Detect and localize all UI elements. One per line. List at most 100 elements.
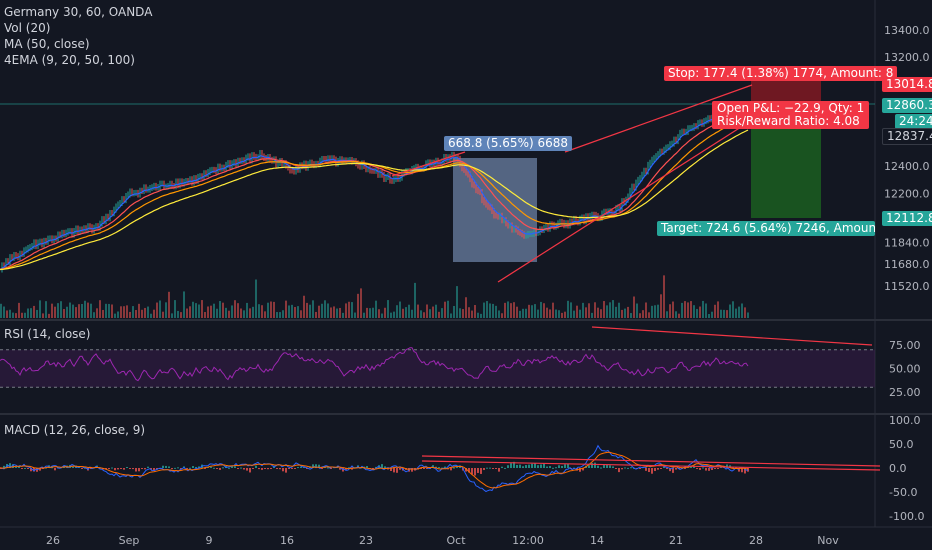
macd-histogram-bar [621, 468, 623, 470]
macd-histogram-bar [390, 468, 392, 471]
ema-indicator-label[interactable]: 4EMA (9, 20, 50, 100) [4, 53, 135, 67]
macd-histogram-bar [744, 468, 746, 474]
macd-histogram-bar [372, 468, 374, 469]
volume-bar [312, 300, 314, 318]
volume-bar [432, 306, 434, 318]
macd-tick-3: -50.0 [889, 486, 917, 499]
volume-bar [648, 312, 650, 318]
macd-histogram-bar [567, 463, 569, 468]
volume-bar [654, 305, 656, 318]
volume-bar [189, 306, 191, 318]
macd-histogram-bar [498, 468, 500, 472]
volume-bar [678, 313, 680, 318]
volume-bar [399, 301, 401, 318]
macd-histogram-bar [351, 468, 353, 470]
macd-histogram-bar [111, 467, 113, 469]
macd-histogram-bar [192, 466, 194, 468]
volume-bar [690, 301, 692, 318]
macd-histogram-bar [114, 468, 116, 471]
macd-histogram-bar [411, 468, 413, 472]
ma-indicator-label[interactable]: MA (50, close) [4, 37, 90, 51]
volume-bar [153, 309, 155, 318]
volume-bar [24, 312, 26, 318]
macd-histogram-bar [342, 468, 344, 472]
macd-histogram-bar [294, 468, 296, 469]
volume-bar [48, 313, 50, 318]
time-tick-7: 14 [590, 534, 604, 547]
macd-histogram-bar [258, 468, 260, 470]
volume-bar [93, 312, 95, 318]
macd-histogram-bar [639, 468, 641, 469]
macd-histogram-bar [120, 468, 122, 469]
volume-bar [132, 306, 134, 318]
macd-histogram-bar [234, 466, 236, 468]
macd-histogram-bar [717, 468, 719, 469]
pnl-box[interactable]: Open P&L: −22.9, Qty: 1 Risk/Reward Rati… [712, 101, 870, 129]
volume-bar [687, 302, 689, 318]
macd-histogram-bar [423, 468, 425, 469]
rsi-legend[interactable]: RSI (14, close) [4, 327, 91, 341]
macd-histogram-bar [660, 468, 662, 469]
volume-bar [33, 305, 35, 318]
volume-bar [366, 307, 368, 318]
symbol-title[interactable]: Germany 30, 60, OANDA [4, 5, 153, 19]
macd-histogram-bar [528, 464, 530, 468]
volume-bar [705, 303, 707, 318]
volume-bar [81, 304, 83, 318]
volume-bar [618, 302, 620, 318]
volume-bar [579, 309, 581, 318]
macd-histogram-bar [702, 467, 704, 469]
trendline-upper [564, 84, 753, 153]
volume-bar [117, 311, 119, 318]
macd-histogram-bar [123, 468, 125, 470]
macd-histogram-bar [657, 468, 659, 470]
volume-bar [480, 313, 482, 318]
volume-bar [18, 302, 20, 318]
measure-label[interactable]: 668.8 (5.65%) 6688 [444, 136, 573, 151]
macd-histogram-bar [627, 467, 629, 469]
macd-histogram-bar [210, 466, 212, 468]
volume-bar [414, 282, 416, 318]
volume-bar [708, 313, 710, 318]
macd-histogram-bar [492, 468, 494, 470]
volume-bar [273, 301, 275, 318]
volume-bar [120, 306, 122, 318]
macd-histogram-bar [612, 466, 614, 468]
macd-histogram-bar [561, 465, 563, 468]
volume-bar [417, 304, 419, 318]
volume-bar [588, 303, 590, 318]
macd-histogram-bar [531, 463, 533, 468]
volume-bar [663, 275, 665, 318]
macd-histogram-bar [24, 467, 26, 469]
macd-histogram-bar [519, 464, 521, 468]
macd-histogram-bar [480, 468, 482, 474]
macd-histogram-bar [246, 468, 248, 471]
volume-bar [279, 312, 281, 318]
volume-bar [336, 308, 338, 318]
volume-bar [225, 307, 227, 318]
macd-histogram-bar [534, 463, 536, 468]
macd-legend[interactable]: MACD (12, 26, close, 9) [4, 423, 146, 437]
target-label[interactable]: Target: 724.6 (5.64%) 7246, Amount: 1 [657, 221, 875, 236]
volume-bar [66, 306, 68, 318]
time-tick-0: 26 [46, 534, 60, 547]
volume-bar [168, 291, 170, 318]
macd-histogram-bar [603, 465, 605, 468]
volume-bar [615, 306, 617, 318]
volume-bar [162, 311, 164, 318]
macd-histogram-bar [204, 468, 206, 469]
volume-bar [732, 301, 734, 318]
stop-label[interactable]: Stop: 177.4 (1.38%) 1774, Amount: 8 [664, 66, 898, 81]
vol-indicator-label[interactable]: Vol (20) [4, 21, 51, 35]
volume-bar [384, 307, 386, 318]
macd-histogram-bar [450, 468, 452, 471]
volume-bar [537, 309, 539, 318]
volume-bar [447, 300, 449, 318]
volume-bar [36, 309, 38, 318]
macd-histogram-bar [276, 468, 278, 469]
macd-histogram-bar [732, 467, 734, 469]
volume-bar [30, 308, 32, 318]
macd-histogram-bar [231, 466, 233, 468]
